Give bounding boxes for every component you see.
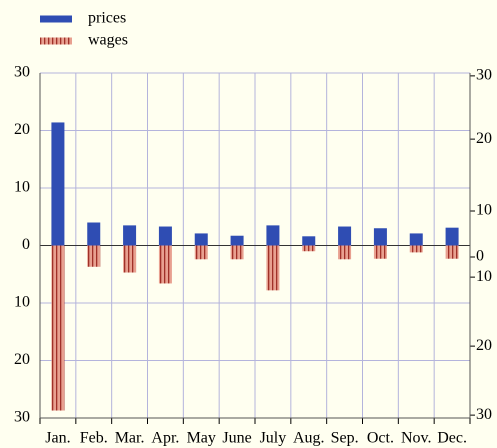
y-tick-label: 30 (14, 64, 30, 81)
bar (373, 245, 387, 259)
bar (87, 222, 101, 246)
bar (51, 245, 65, 411)
x-tick-label: Jan. (45, 430, 70, 447)
y2-tick-label: 30 (476, 406, 492, 423)
legend-label: prices (88, 10, 126, 27)
x-tick-label: May (187, 430, 216, 447)
y-tick-label: 0 (22, 236, 30, 253)
x-tick-label: Mar. (115, 430, 145, 447)
bar (409, 245, 423, 253)
y2-tick-label: 10 (476, 202, 492, 219)
legend-label: wages (88, 32, 128, 49)
bar (445, 245, 459, 259)
bar (338, 245, 352, 260)
y2-tick-label: 20 (476, 130, 492, 147)
x-tick-label: Oct. (367, 430, 394, 447)
x-tick-label: Nov. (401, 430, 432, 447)
y2-tick-label: 30 (476, 67, 492, 84)
bar (266, 225, 280, 246)
bar (123, 225, 137, 246)
x-tick-label: Apr. (151, 430, 179, 447)
bar (409, 233, 423, 246)
bar (373, 228, 387, 246)
y2-tick-label: 0 (476, 248, 484, 265)
y-tick-label: 30 (14, 409, 30, 426)
y2-tick-label: 20 (476, 337, 492, 354)
bar (445, 227, 459, 246)
bar (158, 226, 172, 246)
bar (87, 245, 101, 267)
bar (338, 226, 352, 246)
y-tick-label: 20 (14, 351, 30, 368)
x-tick-label: Sep. (331, 430, 359, 447)
bar (230, 235, 244, 246)
legend-swatch (40, 37, 72, 45)
bar (302, 236, 316, 246)
y2-tick-label: 10 (476, 268, 492, 285)
bar (266, 245, 280, 291)
y-tick-label: 10 (14, 294, 30, 311)
bar (302, 245, 316, 252)
bar (158, 245, 172, 284)
legend-swatch (40, 15, 72, 23)
bar (51, 122, 65, 246)
bar (123, 245, 137, 273)
x-tick-label: July (260, 430, 287, 447)
bar (194, 245, 208, 260)
x-tick-label: Aug. (293, 430, 325, 447)
y-tick-label: 20 (14, 121, 30, 138)
x-tick-label: Feb. (80, 430, 108, 447)
x-tick-label: Dec. (437, 430, 467, 447)
bar (194, 233, 208, 246)
y-tick-label: 10 (14, 179, 30, 196)
x-tick-label: June (222, 430, 251, 447)
bar (230, 245, 244, 260)
